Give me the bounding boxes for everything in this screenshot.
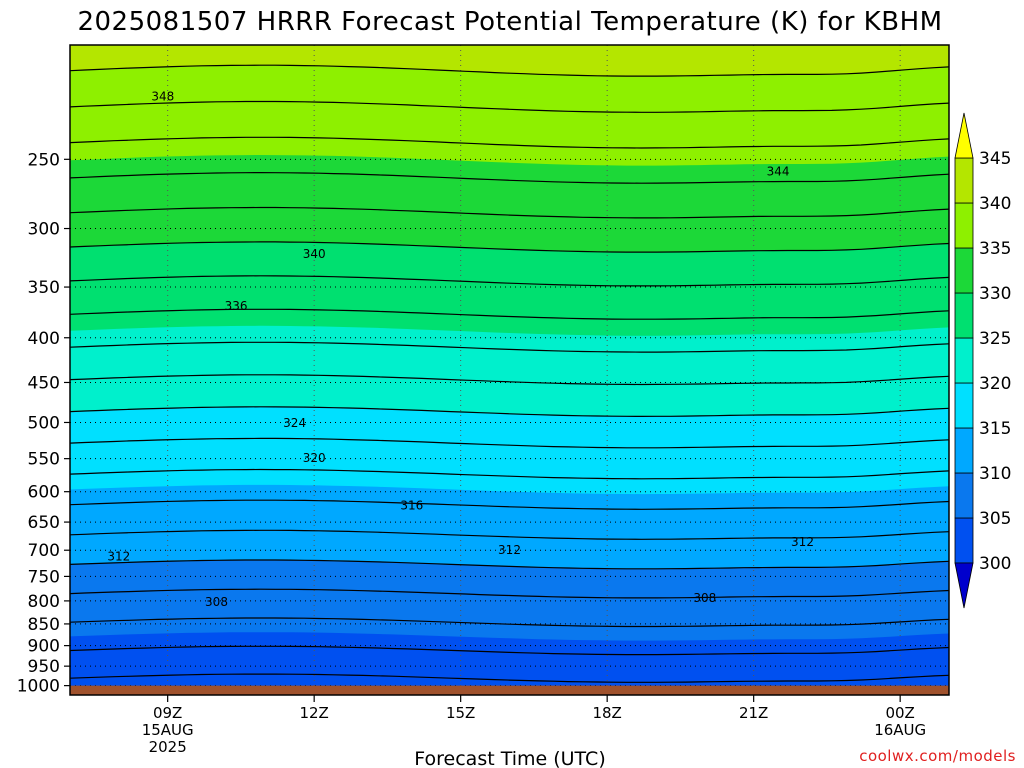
contour-label: 336 <box>225 299 248 313</box>
contour-302 <box>70 673 949 683</box>
colorbar-extend-low <box>954 562 974 609</box>
contour-332 <box>70 206 949 219</box>
x-axis-label: Forecast Time (UTC) <box>414 748 605 768</box>
contour-312 <box>70 529 949 540</box>
contour-324 <box>70 341 949 353</box>
colorbar-segment <box>954 202 974 249</box>
credit-text: coolwx.com/models <box>859 747 1016 765</box>
contour-316 <box>70 468 949 480</box>
x-tick-label: 09Z <box>153 704 182 722</box>
colorbar-segment <box>954 517 974 564</box>
contour-310 <box>70 559 949 570</box>
y-tick-label: 450 <box>28 373 60 393</box>
y-tick-label: 750 <box>28 567 60 587</box>
contour-320 <box>70 406 949 418</box>
colorbar-tick-label: 300 <box>979 554 1011 574</box>
contour-330 <box>70 241 949 253</box>
contour-322 <box>70 374 949 386</box>
contour-334 <box>70 171 949 184</box>
colorbar-segment <box>954 247 974 294</box>
colorbar-segment <box>954 157 974 204</box>
contour-labels: 348 344 340 336 324 320 316 312 312 312 308 308 <box>107 90 814 609</box>
y-tick-label: 800 <box>28 592 60 612</box>
contour-340 <box>70 64 949 77</box>
colorbar-tick-label: 325 <box>979 329 1011 349</box>
x-tick-label: 2025 <box>149 738 187 756</box>
x-tick-label: 16AUG <box>874 721 926 739</box>
colorbar-tick-label: 305 <box>979 509 1011 529</box>
y-tick-label: 400 <box>28 329 60 349</box>
contour-306 <box>70 617 949 628</box>
colorbar-tick-label: 340 <box>979 194 1011 214</box>
y-tick-label: 500 <box>28 413 60 433</box>
colorbar-segment <box>954 337 974 384</box>
colorbar-tick-label: 315 <box>979 419 1011 439</box>
colorbar-segment <box>954 382 974 429</box>
colorbar-tick-label: 310 <box>979 464 1011 484</box>
contour-336 <box>70 136 949 149</box>
contour-326 <box>70 308 949 320</box>
colorbar-extend-high <box>954 112 974 159</box>
y-tick-label: 900 <box>28 637 60 657</box>
contour-338 <box>70 100 949 113</box>
x-tick-label: 00Z <box>885 704 914 722</box>
colorbar-tick-label: 320 <box>979 374 1011 394</box>
y-tick-label: 600 <box>28 483 60 503</box>
contour-344 <box>70 0 949 2</box>
contour-318 <box>70 437 949 449</box>
band-below-300 <box>70 701 949 755</box>
y-tick-label: 650 <box>28 513 60 533</box>
y-tick-label: 950 <box>28 657 60 677</box>
y-tick-label: 300 <box>28 220 60 240</box>
colorbar-segment <box>954 472 974 519</box>
contour-label: 348 <box>151 90 174 104</box>
y-tick-label: 700 <box>28 541 60 561</box>
contour-label: 312 <box>791 535 814 549</box>
contour-328 <box>70 275 949 287</box>
y-tick-label: 250 <box>28 150 60 170</box>
contour-label: 320 <box>303 451 326 465</box>
contour-label: 312 <box>107 550 130 564</box>
color-bands <box>70 45 949 755</box>
colorbar-segment <box>954 292 974 339</box>
contour-314 <box>70 499 949 510</box>
grid-lines <box>70 45 949 695</box>
y-tick-label: 550 <box>28 450 60 470</box>
x-tick-label: 18Z <box>592 704 621 722</box>
x-tick-label: 21Z <box>739 704 768 722</box>
contour-label: 308 <box>693 591 716 605</box>
chart-title: 2025081507 HRRR Forecast Potential Tempe… <box>77 7 942 37</box>
band-below-305 <box>70 632 949 695</box>
plot-frame <box>69 44 950 696</box>
colorbar-segment <box>954 427 974 474</box>
colorbar-tick-label: 345 <box>979 149 1011 169</box>
contour-label: 316 <box>400 498 423 512</box>
contour-lines <box>70 0 949 683</box>
contour-label: 308 <box>205 595 228 609</box>
plot-area: 348 344 340 336 324 320 316 312 312 312 308 308 <box>70 0 949 755</box>
y-tick-label: 850 <box>28 615 60 635</box>
contour-label: 312 <box>498 543 521 557</box>
ground-surface <box>70 685 949 695</box>
contour-label: 340 <box>303 247 326 261</box>
y-axis-ticks: 2503003504004505005506006507007508008509… <box>17 150 70 697</box>
x-tick-label: 12Z <box>299 704 328 722</box>
y-tick-label: 1000 <box>17 677 60 697</box>
contour-label: 344 <box>767 164 790 178</box>
y-tick-label: 350 <box>28 278 60 298</box>
colorbar-tick-label: 335 <box>979 239 1011 259</box>
contour-304 <box>70 645 949 656</box>
x-tick-label: 15Z <box>446 704 475 722</box>
colorbar: 300 305 310 315 320 325 330 335 340 345 <box>954 112 1011 609</box>
contour-308 <box>70 588 949 599</box>
contour-label: 324 <box>283 416 306 430</box>
colorbar-tick-label: 330 <box>979 284 1011 304</box>
x-tick-label: 15AUG <box>142 721 194 739</box>
